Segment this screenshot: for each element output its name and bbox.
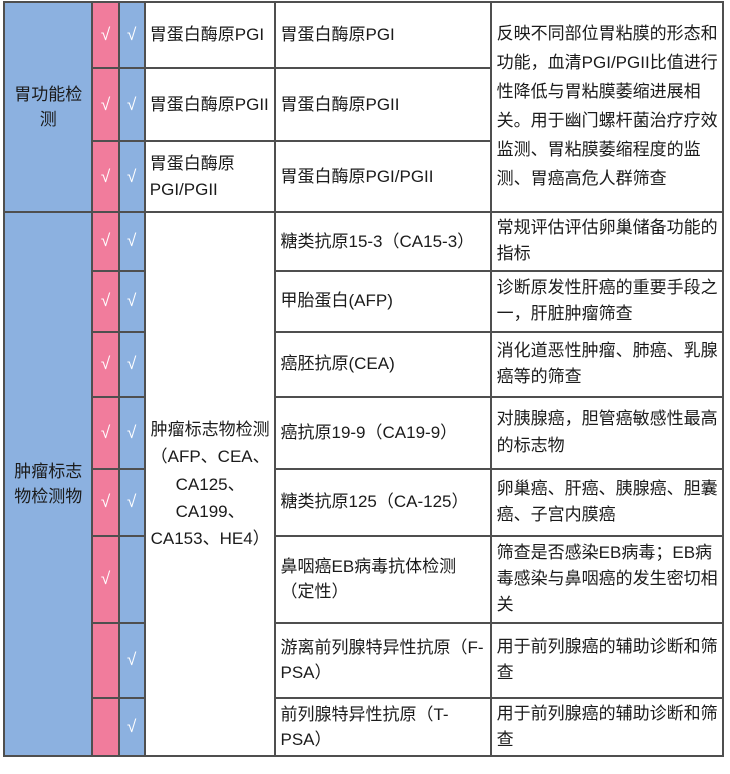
check-icon: √: [127, 650, 137, 670]
description-cell: 用于前列腺癌的辅助诊断和筛查: [489, 621, 725, 699]
description-cell: 筛查是否感染EB病毒；EB病毒感染与鼻咽癌的发生密切相关: [489, 534, 725, 624]
test-name-cell-secondary: 胃蛋白酶原PGI/PGII: [274, 140, 492, 213]
check-cell-blue: √: [117, 67, 146, 142]
check-cell-pink: √: [91, 395, 120, 470]
table-row: √ √ 糖类抗原125（CA-125） 卵巢癌、肝癌、胰腺癌、胆囊癌、子宫内膜癌: [4, 467, 725, 537]
table-row: √ 游离前列腺特异性抗原（F-PSA） 用于前列腺癌的辅助诊断和筛查: [4, 621, 725, 699]
test-name-cell-secondary: 胃蛋白酶原PGI: [274, 1, 492, 69]
check-cell-pink: √: [91, 330, 120, 398]
table-row: 肿瘤标志物检测物 √ √ 肿瘤标志物检测（AFP、CEA、CA125、CA199…: [2, 210, 725, 758]
table-row: √ √ 甲胎蛋白(AFP) 诊断原发性肝癌的重要手段之一，肝脏肿瘤筛查: [4, 269, 725, 333]
check-icon: √: [127, 25, 137, 44]
category-cell-tumor-markers: 肿瘤标志物检测物: [2, 210, 94, 758]
check-cell-blue: √: [117, 211, 146, 272]
check-cell-blue: √: [117, 696, 146, 758]
check-cell-pink: [91, 621, 120, 699]
check-cell-pink: √: [91, 211, 120, 272]
description-cell: 反映不同部位胃粘膜的形态和功能，血清PGI/PGII比值进行性降低与胃粘膜萎缩进…: [489, 1, 725, 213]
check-cell-blue: √: [117, 269, 146, 333]
table-row: √ √ 胃蛋白酶原PGII 胃蛋白酶原PGII: [4, 67, 723, 142]
group-tumor-markers: 肿瘤标志物检测物 √ √ 肿瘤标志物检测（AFP、CEA、CA125、CA199…: [2, 210, 725, 758]
check-icon: √: [127, 291, 137, 311]
check-icon: √: [127, 354, 137, 374]
check-icon: √: [100, 166, 111, 186]
check-icon: √: [127, 717, 137, 737]
check-icon: √: [127, 231, 137, 251]
description-cell: 卵巢癌、肝癌、胰腺癌、胆囊癌、子宫内膜癌: [489, 467, 725, 537]
test-name-cell: 游离前列腺特异性抗原（F-PSA）: [274, 621, 492, 699]
test-name-cell: 胃蛋白酶原PGI: [143, 1, 277, 69]
table-row: √ 前列腺特异性抗原（T-PSA） 用于前列腺癌的辅助诊断和筛查: [4, 696, 725, 758]
check-icon: √: [100, 25, 111, 44]
check-icon: √: [100, 422, 111, 442]
check-icon: √: [127, 166, 137, 186]
check-icon: √: [100, 231, 111, 251]
description-cell: 诊断原发性肝癌的重要手段之一，肝脏肿瘤筛查: [489, 269, 725, 333]
test-name-cell-secondary: 胃蛋白酶原PGII: [274, 67, 492, 142]
test-name-cell: 胃蛋白酶原PGII: [143, 67, 277, 142]
check-cell-pink: √: [91, 140, 120, 213]
description-cell: 常规评估评估卵巢储备功能的指标: [489, 211, 725, 272]
description-cell: 对胰腺癌，胆管癌敏感性最高的标志物: [489, 395, 725, 470]
description-cell: 消化道恶性肿瘤、肺癌、乳腺癌等的筛查: [489, 330, 725, 398]
table-row: √ 鼻咽癌EB病毒抗体检测（定性） 筛查是否感染EB病毒；EB病毒感染与鼻咽癌的…: [4, 534, 725, 624]
check-cell-blue: √: [117, 467, 146, 537]
test-name-cell: 糖类抗原125（CA-125）: [274, 467, 492, 537]
test-name-cell: 糖类抗原15-3（CA15-3）: [274, 211, 492, 272]
check-cell-pink: √: [91, 534, 120, 624]
test-name-cell: 癌胚抗原(CEA): [274, 330, 492, 398]
description-cell: 用于前列腺癌的辅助诊断和筛查: [489, 696, 725, 758]
check-cell-blue: √: [117, 621, 146, 699]
check-cell-pink: √: [91, 67, 120, 142]
check-icon: √: [127, 492, 137, 512]
test-name-cell: 鼻咽癌EB病毒抗体检测（定性）: [274, 534, 492, 624]
check-icon: √: [100, 569, 111, 589]
check-cell-blue: √: [117, 1, 146, 69]
check-cell-pink: √: [91, 269, 120, 333]
category-cell-gastric: 胃功能检测: [2, 1, 94, 213]
check-cell-blue: [117, 534, 146, 624]
check-cell-pink: [91, 696, 120, 758]
group-label-cell: 肿瘤标志物检测（AFP、CEA、CA125、CA199、CA153、HE4）: [143, 210, 277, 758]
table-row: √ √ 癌胚抗原(CEA) 消化道恶性肿瘤、肺癌、乳腺癌等的筛查: [4, 330, 725, 398]
table-row: 胃功能检测 √ √ 胃蛋白酶原PGI 胃蛋白酶原PGI 反映不同部位胃粘膜的形态…: [2, 1, 725, 213]
check-cell-blue: √: [117, 330, 146, 398]
table-row: √ √ 癌抗原19-9（CA19-9） 对胰腺癌，胆管癌敏感性最高的标志物: [4, 395, 725, 470]
check-cell-pink: √: [91, 1, 120, 69]
checkup-comparison-table: 胃功能检测 √ √ 胃蛋白酶原PGI 胃蛋白酶原PGI 反映不同部位胃粘膜的形态…: [2, 1, 725, 758]
check-icon: √: [100, 492, 111, 512]
check-cell-blue: √: [117, 395, 146, 470]
check-icon: √: [100, 354, 111, 374]
test-name-cell: 胃蛋白酶原PGI/PGII: [143, 140, 277, 213]
test-name-cell: 癌抗原19-9（CA19-9）: [274, 395, 492, 470]
check-cell-blue: √: [117, 140, 146, 213]
group-gastric-function: 胃功能检测 √ √ 胃蛋白酶原PGI 胃蛋白酶原PGI 反映不同部位胃粘膜的形态…: [2, 1, 725, 213]
table-row: √ √ 胃蛋白酶原PGI/PGII 胃蛋白酶原PGI/PGII: [4, 140, 723, 213]
check-icon: √: [127, 94, 137, 114]
test-name-cell: 甲胎蛋白(AFP): [274, 269, 492, 333]
check-cell-pink: √: [91, 467, 120, 537]
check-icon: √: [100, 94, 111, 114]
test-name-cell: 前列腺特异性抗原（T-PSA）: [274, 696, 492, 758]
check-icon: √: [100, 291, 111, 311]
check-icon: √: [127, 422, 137, 442]
